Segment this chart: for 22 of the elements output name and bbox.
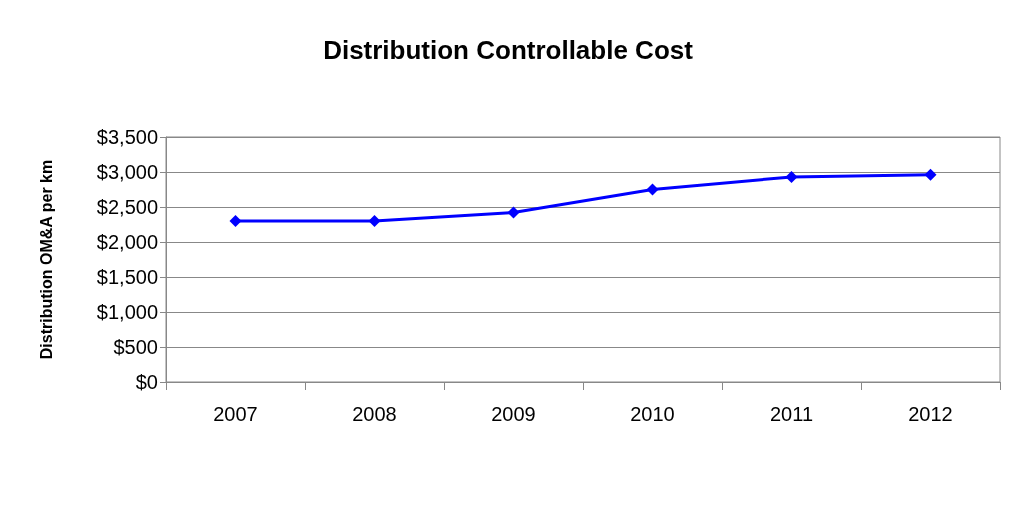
y-tick-label: $2,500 <box>96 196 158 218</box>
y-tick-label: $2,000 <box>96 231 158 253</box>
point <box>646 183 659 196</box>
x-tick-label: 2008 <box>352 403 397 425</box>
chart-title: Distribution Controllable Cost <box>323 35 694 65</box>
x-tick-label: 2011 <box>769 403 814 425</box>
y-tick-label: $1,000 <box>96 301 158 323</box>
x-tick-label: 2010 <box>630 403 675 425</box>
point <box>368 215 381 227</box>
point <box>785 170 798 183</box>
y-tick-label: $1,500 <box>96 266 158 288</box>
point <box>924 168 937 181</box>
y-axis-title: Distribution OM&A per km <box>37 159 55 360</box>
x-tick-label: 2009 <box>491 403 536 425</box>
y-tick-label: $500 <box>113 336 158 358</box>
y-tick-label: $3,000 <box>96 161 158 183</box>
point <box>507 206 520 219</box>
x-tick-label: 2007 <box>213 403 258 425</box>
y-tick-label: $0 <box>135 371 158 393</box>
point <box>229 215 242 227</box>
x-tick-label: 2012 <box>908 403 953 425</box>
y-tick-label: $3,500 <box>96 126 158 148</box>
